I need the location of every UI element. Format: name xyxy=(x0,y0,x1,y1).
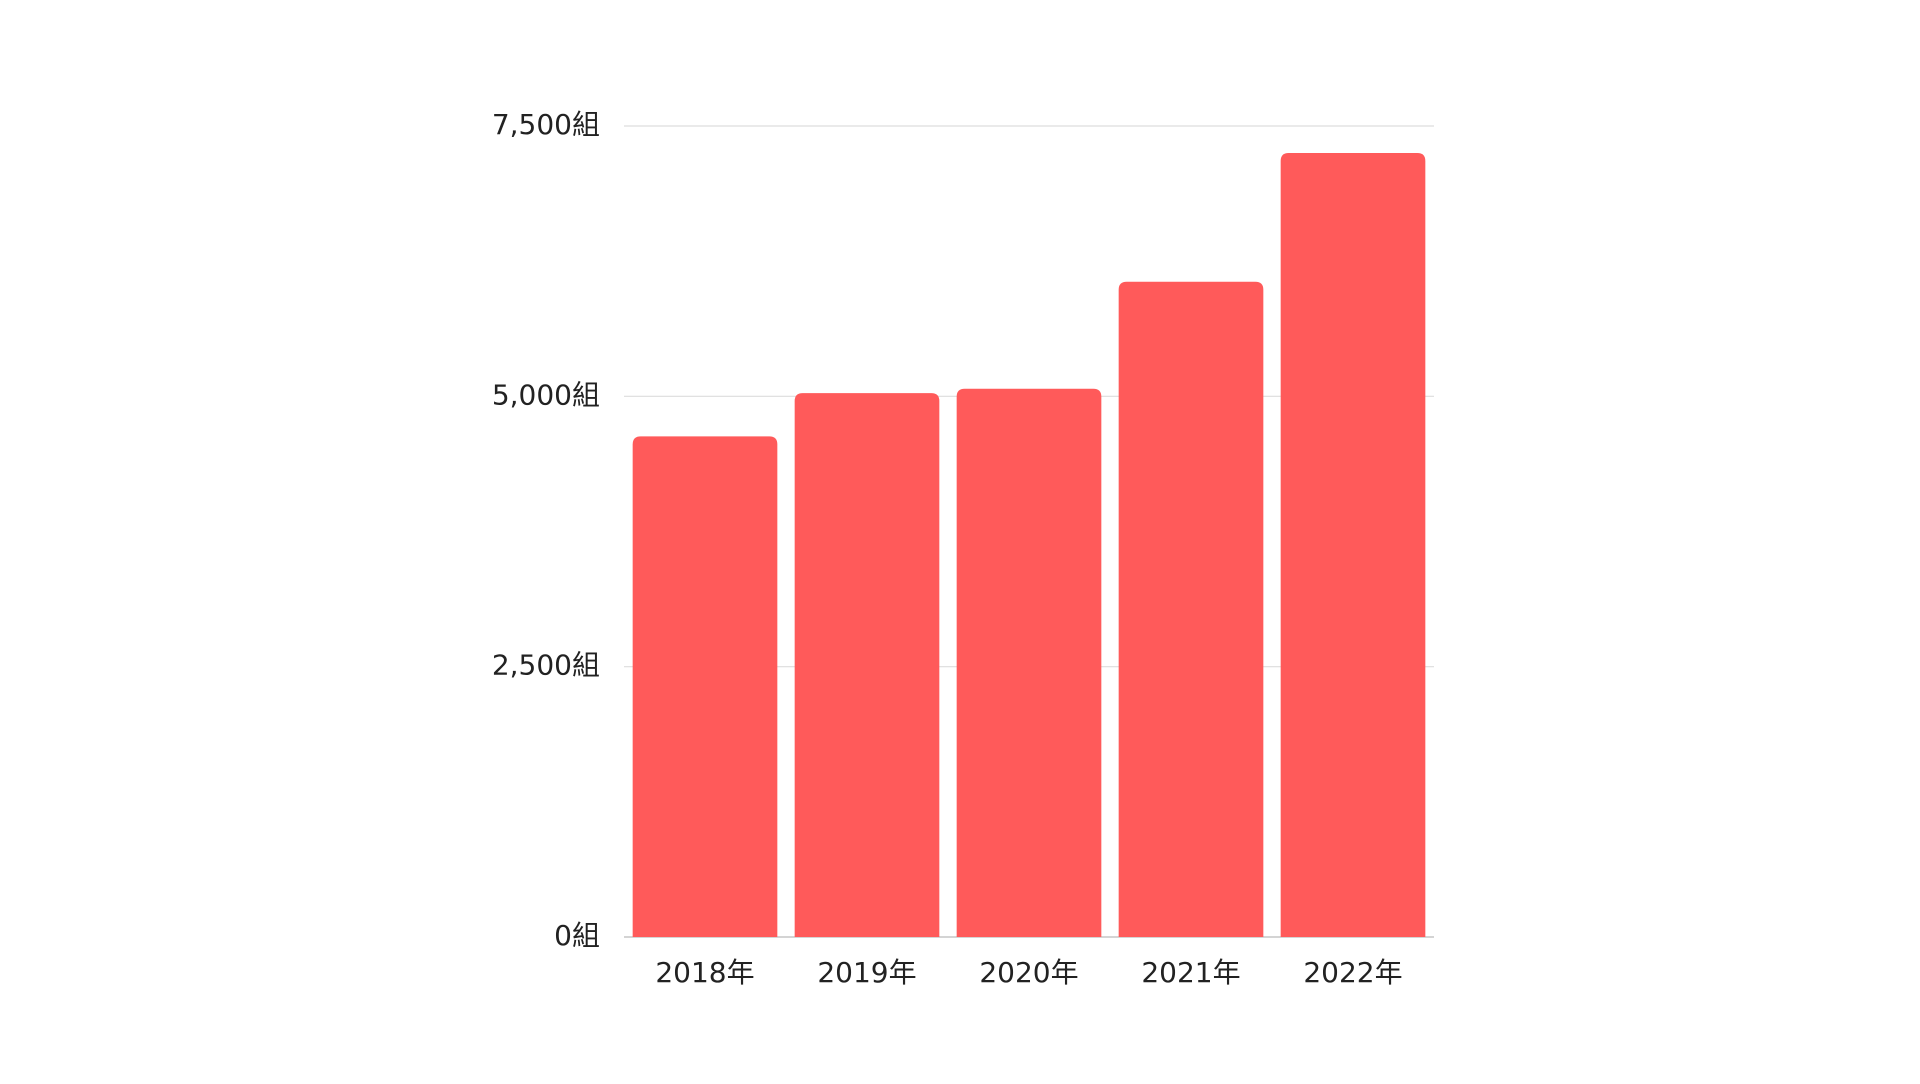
y-tick-label: 7,500組 xyxy=(492,108,600,141)
x-tick-label: 2020年 xyxy=(979,956,1078,989)
bar xyxy=(632,436,778,937)
y-tick-label: 2,500組 xyxy=(492,649,600,682)
bar xyxy=(1280,153,1426,938)
bar xyxy=(1118,281,1264,937)
y-tick-label: 5,000組 xyxy=(492,378,600,411)
x-tick-label: 2019年 xyxy=(817,956,916,989)
x-tick-label: 2022年 xyxy=(1303,956,1402,989)
bars xyxy=(632,153,1426,938)
y-tick-label: 0組 xyxy=(554,919,600,952)
x-tick-label: 2021年 xyxy=(1141,956,1240,989)
labels: 0組 2,500組 5,000組 7,500組 2018年 2019年 2020年 2021年… xyxy=(492,108,1403,989)
x-tick-label: 2018年 xyxy=(655,956,754,989)
bar xyxy=(794,393,940,937)
bar xyxy=(956,388,1102,937)
